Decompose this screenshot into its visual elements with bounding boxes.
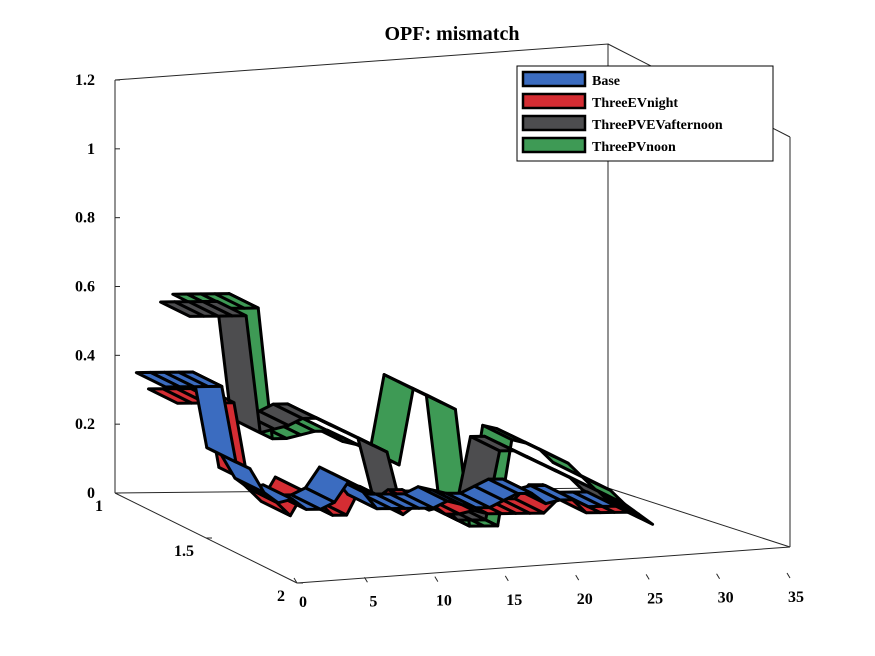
tick-labels: 0 0.2 0.4 0.6 0.8 1 1.2 0 5 10 15 20 25 30 35 1 1.5 2	[75, 72, 804, 611]
x-tick-mark	[434, 576, 439, 582]
chart-title: OPF: mismatch	[385, 23, 520, 45]
z-tick-label: 0.2	[75, 416, 95, 433]
legend-swatch	[521, 92, 587, 110]
legend-swatch	[521, 136, 587, 154]
z-tick-label: 1	[87, 141, 95, 158]
z-tick-label: 0.4	[75, 347, 95, 364]
legend-label: Base	[592, 74, 620, 89]
ribbon-segment	[159, 300, 206, 318]
x-tick-mark	[363, 577, 368, 583]
x-tick-label: 35	[788, 589, 804, 606]
legend-label: ThreePVEVafternoon	[592, 118, 723, 133]
x-tick-mark	[786, 572, 791, 579]
x-tick-mark	[575, 574, 580, 581]
y-tick-label: 2	[277, 588, 285, 605]
series-base	[134, 370, 618, 511]
z-tick-label: 0.6	[75, 279, 95, 296]
ribbon-segment	[134, 370, 182, 389]
legend-swatch	[521, 114, 587, 132]
legend-label: ThreePVnoon	[592, 140, 676, 155]
legend-label: ThreeEVnight	[592, 96, 678, 111]
x-tick-mark	[504, 575, 509, 582]
x-tick-label: 0	[299, 594, 307, 611]
z-tick-label: 0	[87, 485, 95, 502]
x-tick-label: 25	[647, 590, 663, 607]
y-tick-label: 1.5	[174, 543, 194, 560]
y-tick-label: 1	[95, 498, 103, 515]
x-tick-label: 5	[369, 593, 377, 610]
ribbon-segment	[147, 387, 194, 405]
legend: Base ThreeEVnight ThreePVEVafternoon ThreeP…	[516, 65, 774, 162]
x-tick-label: 20	[577, 591, 593, 608]
z-tick-label: 1.2	[75, 72, 95, 89]
x-tick-mark	[716, 573, 721, 579]
legend-swatch	[521, 70, 587, 88]
x-tick-mark	[645, 574, 650, 580]
x-tick-label: 10	[436, 593, 452, 610]
ribbons-group	[134, 292, 655, 528]
z-tick-label: 0.8	[75, 210, 95, 227]
x-tick-mark	[293, 577, 298, 584]
x-tick-label: 30	[718, 590, 734, 607]
x-tick-label: 15	[506, 592, 522, 609]
